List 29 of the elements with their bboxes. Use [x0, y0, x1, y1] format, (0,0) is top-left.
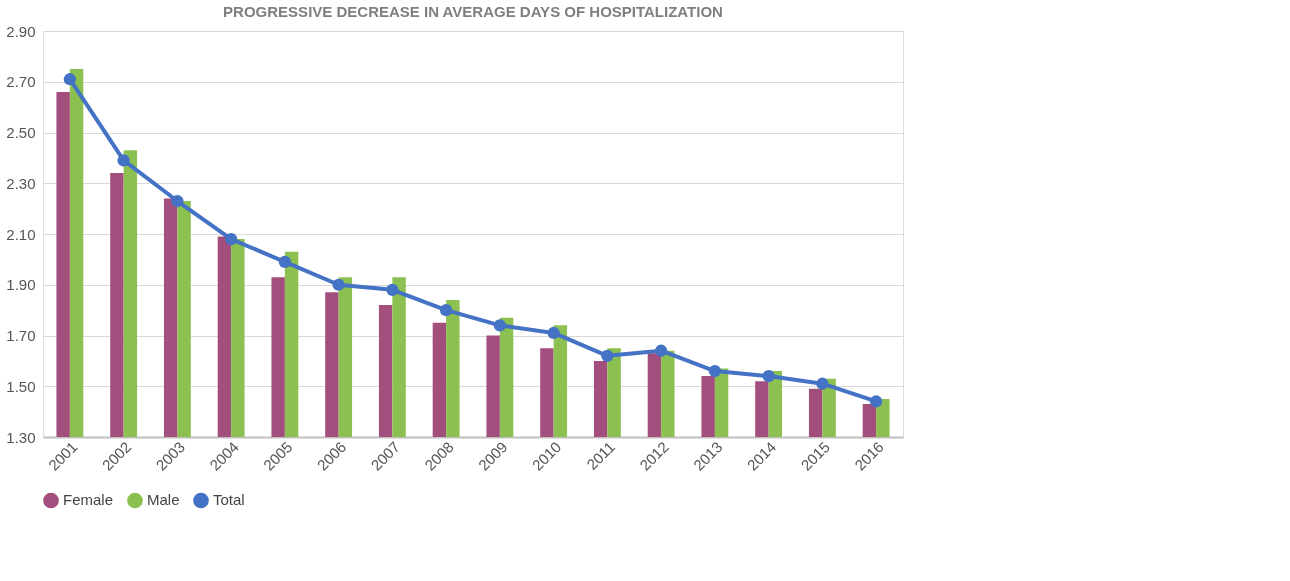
point	[225, 232, 238, 246]
point	[278, 255, 291, 269]
y-tick-label: 1.50	[6, 377, 36, 395]
y-tick-label: 2.50	[6, 124, 36, 141]
chart-title: PROGRESSIVE DECREASE IN AVERAGE DAYS OF HOSPITALIZATION	[223, 3, 723, 20]
point	[332, 278, 345, 291]
y-tick-label: 2.10	[6, 225, 36, 243]
point	[117, 154, 130, 167]
point	[440, 304, 453, 317]
y-tick-label: 1.70	[6, 327, 36, 344]
point	[386, 283, 399, 296]
legend-label: Female	[63, 491, 114, 509]
y-tick-label: 1.90	[6, 276, 36, 294]
y-tick-label: 2.30	[6, 174, 36, 192]
point	[762, 369, 775, 383]
legend-label: Male	[147, 491, 180, 509]
point	[655, 344, 668, 357]
legend-label: Total	[213, 491, 245, 509]
point	[171, 194, 184, 208]
point	[870, 395, 883, 408]
point	[708, 364, 721, 378]
point	[547, 326, 560, 340]
point	[816, 377, 829, 390]
point	[63, 73, 76, 86]
point	[493, 319, 506, 332]
y-tick-label: 2.70	[6, 73, 36, 91]
y-tick-label: 2.90	[6, 22, 36, 40]
point	[601, 349, 614, 362]
y-tick-label: 1.30	[6, 428, 36, 446]
